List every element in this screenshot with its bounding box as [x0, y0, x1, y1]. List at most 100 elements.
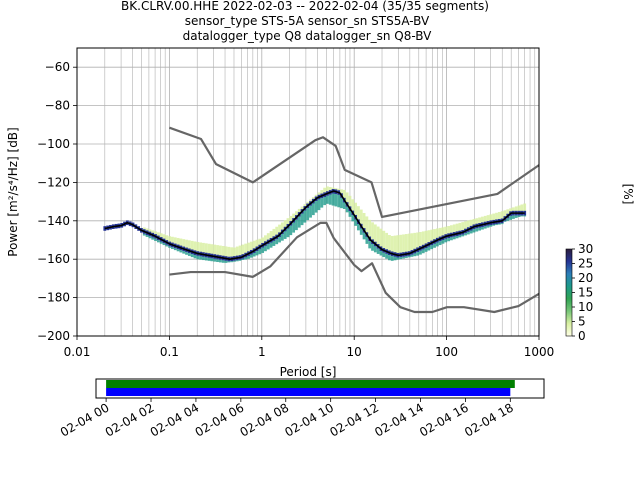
density-cell: [244, 257, 248, 260]
density-cell: [469, 219, 473, 231]
density-cell: [204, 257, 208, 261]
density-cell: [207, 257, 211, 261]
density-cell: [458, 222, 462, 235]
density-cell: [255, 251, 259, 256]
density-cell: [461, 234, 465, 237]
density-cell: [362, 232, 366, 240]
density-cell: [148, 236, 152, 239]
density-cell: [196, 242, 200, 256]
density-cell: [193, 255, 197, 259]
density-cell: [455, 235, 459, 239]
density-cell: [373, 224, 377, 246]
density-cell: [286, 218, 290, 229]
x-tick-label: 1: [258, 345, 266, 359]
density-cell: [362, 212, 366, 233]
x-tick-label: 0.01: [64, 345, 91, 359]
density-cell: [159, 241, 163, 244]
density-cell: [441, 240, 445, 244]
density-cell: [388, 255, 391, 261]
plot-frame: [76, 47, 540, 337]
density-cell: [424, 230, 428, 248]
density-cell: [438, 227, 442, 241]
density-cell: [326, 195, 329, 204]
density-cell: [309, 205, 312, 218]
density-cell: [289, 225, 293, 236]
density-cell: [300, 213, 304, 226]
density-cell: [396, 235, 400, 258]
density-cell: [388, 235, 391, 255]
density-cell: [238, 245, 242, 260]
density-cell: [447, 226, 451, 238]
density-cell: [334, 194, 338, 207]
density-cell: [221, 260, 225, 263]
y-tick-label: −100: [37, 137, 70, 151]
density-cell: [162, 234, 166, 243]
density-cell: [241, 244, 245, 259]
density-cell: [416, 232, 420, 252]
density-cell: [385, 232, 389, 254]
colorbar-label: [%]: [621, 184, 635, 205]
density-cell: [297, 216, 301, 228]
density-cell: [382, 230, 386, 253]
density-cell: [176, 249, 180, 252]
density-cell: [264, 235, 267, 246]
x-axis-label: Period [s]: [280, 365, 337, 379]
density-cell: [210, 258, 214, 262]
density-cell: [179, 238, 183, 250]
density-cell: [218, 245, 222, 260]
density-cell: [520, 204, 524, 216]
density-cell: [433, 229, 436, 244]
density-cell: [190, 254, 194, 258]
density-cell: [475, 228, 479, 232]
density-cell: [154, 238, 157, 241]
timeline-tick-label: 02-04 08: [238, 400, 292, 439]
density-cell: [351, 199, 355, 215]
density-cell: [187, 240, 191, 253]
density-cell: [402, 256, 405, 259]
psd-plot: 0.01 0.1 1 10 100 1000 −200 −180 −160 −140 −120 −1…: [6, 47, 554, 379]
density-cell: [399, 234, 403, 257]
density-cell: [258, 249, 262, 255]
density-cell: [514, 215, 518, 218]
density-cell: [407, 255, 411, 258]
density-cell: [272, 240, 276, 246]
density-cell: [179, 250, 183, 253]
density-cell: [430, 245, 434, 250]
density-cell: [419, 231, 422, 251]
density-cell: [393, 235, 397, 257]
density-cell: [483, 215, 487, 226]
density-cell: [221, 245, 225, 260]
density-cell: [399, 257, 403, 260]
noise-model-high-line: [169, 126, 540, 219]
x-axis-ticks: 0.01 0.1 1 10 100 1000: [64, 336, 554, 359]
density-cell: [213, 244, 217, 259]
density-cell: [218, 259, 222, 263]
density-cell: [523, 215, 527, 217]
density-cell: [520, 215, 524, 217]
density-cell: [286, 228, 290, 238]
density-cell: [365, 236, 369, 244]
timeline-tick-label: 02-04 04: [148, 400, 202, 439]
density-cell: [348, 195, 352, 211]
timeline-tick-label: 02-04 06: [193, 400, 247, 439]
colorbar-tick-label: 25: [578, 257, 593, 271]
density-cell: [472, 229, 476, 233]
density-cell: [447, 237, 451, 242]
density-cell: [452, 224, 456, 237]
density-cell: [230, 247, 234, 261]
density-cell: [478, 217, 482, 228]
density-cell: [283, 231, 287, 239]
density-cell: [481, 216, 484, 227]
density-cell: [252, 240, 256, 253]
timeline-bar: [106, 380, 515, 388]
density-cell: [173, 248, 177, 251]
density-cell: [204, 243, 208, 257]
y-tick-label: −160: [37, 252, 70, 266]
density-cell: [466, 220, 470, 232]
density-cell: [185, 239, 188, 252]
density-cell: [483, 226, 487, 229]
density-cell: [295, 219, 298, 231]
density-cell: [145, 235, 149, 237]
density-cell: [278, 224, 281, 237]
